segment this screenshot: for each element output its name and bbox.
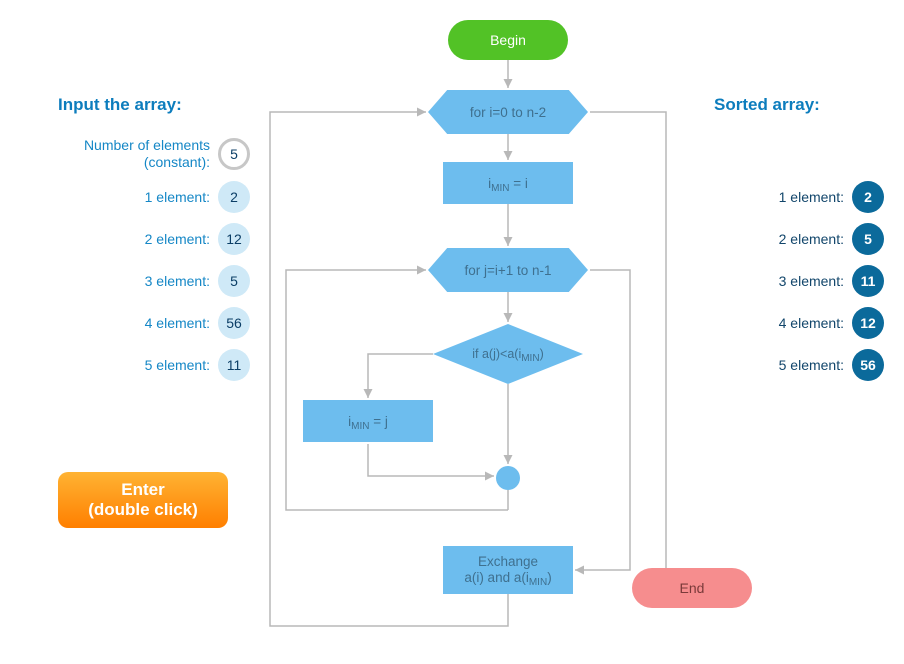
node-loop-outer: for i=0 to n-2 <box>428 90 588 134</box>
input-row-value[interactable]: 2 <box>218 181 250 213</box>
input-row-label: 4 element: <box>145 315 210 331</box>
input-row: 3 element: 5 <box>20 265 250 297</box>
input-row-value[interactable]: 5 <box>218 265 250 297</box>
sorted-row: 1 element: 2 <box>684 181 884 213</box>
input-row-value[interactable]: 11 <box>218 349 250 381</box>
count-label: Number of elements (constant): <box>80 137 210 171</box>
sorted-row-label: 1 element: <box>779 189 844 205</box>
node-loop-inner: for j=i+1 to n-1 <box>428 248 588 292</box>
node-loop-inner-label: for j=i+1 to n-1 <box>464 263 551 278</box>
sorted-row: 2 element: 5 <box>684 223 884 255</box>
enter-line1: Enter <box>121 480 164 500</box>
sorted-row-value: 2 <box>852 181 884 213</box>
sorted-row: 3 element: 11 <box>684 265 884 297</box>
input-row-value[interactable]: 12 <box>218 223 250 255</box>
sorted-row: 5 element: 56 <box>684 349 884 381</box>
node-connector <box>496 466 520 490</box>
count-value[interactable]: 5 <box>218 138 250 170</box>
input-row-label: 5 element: <box>145 357 210 373</box>
input-row: 4 element: 56 <box>20 307 250 339</box>
sorted-row: 4 element: 12 <box>684 307 884 339</box>
input-row-label: 1 element: <box>145 189 210 205</box>
sorted-title: Sorted array: <box>684 95 884 115</box>
enter-line2: (double click) <box>88 500 198 520</box>
node-begin-label: Begin <box>490 32 526 48</box>
flowchart: Begin for i=0 to n-2 iMIN = i for j=i+1 … <box>268 10 670 650</box>
enter-button[interactable]: Enter (double click) <box>58 472 228 528</box>
count-row: Number of elements (constant): 5 <box>20 137 250 171</box>
sorted-row-label: 3 element: <box>779 273 844 289</box>
node-begin: Begin <box>448 20 568 60</box>
sorted-row-value: 12 <box>852 307 884 339</box>
node-condition: if a(j)<a(iMIN) <box>433 324 583 384</box>
sorted-row-label: 2 element: <box>779 231 844 247</box>
sorted-row-label: 4 element: <box>779 315 844 331</box>
node-end-label: End <box>680 580 705 596</box>
sorted-row-label: 5 element: <box>779 357 844 373</box>
node-exchange: Exchange a(i) and a(iMIN) <box>443 546 573 594</box>
input-row-label: 2 element: <box>145 231 210 247</box>
input-row: 5 element: 11 <box>20 349 250 381</box>
node-assign-imin-i: iMIN = i <box>443 162 573 204</box>
input-panel: Input the array: Number of elements (con… <box>20 95 250 391</box>
sorted-row-value: 56 <box>852 349 884 381</box>
input-row-value[interactable]: 56 <box>218 307 250 339</box>
node-assign-imin-j: iMIN = j <box>303 400 433 442</box>
node-loop-outer-label: for i=0 to n-2 <box>470 105 546 120</box>
input-row-label: 3 element: <box>145 273 210 289</box>
sorted-row-value: 5 <box>852 223 884 255</box>
sorted-row-value: 11 <box>852 265 884 297</box>
input-row: 1 element: 2 <box>20 181 250 213</box>
input-row: 2 element: 12 <box>20 223 250 255</box>
input-title: Input the array: <box>20 95 250 115</box>
node-exchange-l1: Exchange <box>478 554 538 570</box>
node-end: End <box>632 568 752 608</box>
sorted-panel: Sorted array: 1 element: 2 2 element: 5 … <box>684 95 884 391</box>
